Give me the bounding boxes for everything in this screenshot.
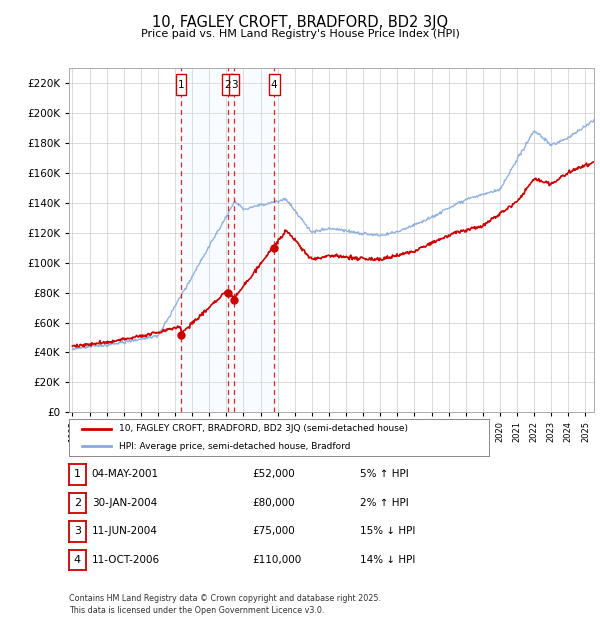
Text: 5% ↑ HPI: 5% ↑ HPI xyxy=(360,469,409,479)
Text: Contains HM Land Registry data © Crown copyright and database right 2025.
This d: Contains HM Land Registry data © Crown c… xyxy=(69,594,381,615)
Text: £110,000: £110,000 xyxy=(252,555,301,565)
Text: 2% ↑ HPI: 2% ↑ HPI xyxy=(360,498,409,508)
Text: 3: 3 xyxy=(231,79,238,90)
Bar xyxy=(269,74,280,95)
Bar xyxy=(229,74,239,95)
Text: 15% ↓ HPI: 15% ↓ HPI xyxy=(360,526,415,536)
Text: 10, FAGLEY CROFT, BRADFORD, BD2 3JQ (semi-detached house): 10, FAGLEY CROFT, BRADFORD, BD2 3JQ (sem… xyxy=(119,425,409,433)
Text: £52,000: £52,000 xyxy=(252,469,295,479)
Text: 30-JAN-2004: 30-JAN-2004 xyxy=(92,498,157,508)
Text: 04-MAY-2001: 04-MAY-2001 xyxy=(92,469,159,479)
Text: 14% ↓ HPI: 14% ↓ HPI xyxy=(360,555,415,565)
Bar xyxy=(222,74,233,95)
Text: 1: 1 xyxy=(178,79,184,90)
Text: 2: 2 xyxy=(224,79,231,90)
Text: £80,000: £80,000 xyxy=(252,498,295,508)
Text: 3: 3 xyxy=(74,526,81,536)
Text: 2: 2 xyxy=(74,498,81,508)
Text: 10, FAGLEY CROFT, BRADFORD, BD2 3JQ: 10, FAGLEY CROFT, BRADFORD, BD2 3JQ xyxy=(152,16,448,30)
Text: HPI: Average price, semi-detached house, Bradford: HPI: Average price, semi-detached house,… xyxy=(119,442,351,451)
Text: 11-OCT-2006: 11-OCT-2006 xyxy=(92,555,160,565)
Text: 4: 4 xyxy=(74,555,81,565)
Text: £75,000: £75,000 xyxy=(252,526,295,536)
Bar xyxy=(176,74,187,95)
Text: Price paid vs. HM Land Registry's House Price Index (HPI): Price paid vs. HM Land Registry's House … xyxy=(140,29,460,39)
Text: 1: 1 xyxy=(74,469,81,479)
Text: 4: 4 xyxy=(271,79,277,90)
Text: 11-JUN-2004: 11-JUN-2004 xyxy=(92,526,158,536)
Bar xyxy=(181,68,274,412)
